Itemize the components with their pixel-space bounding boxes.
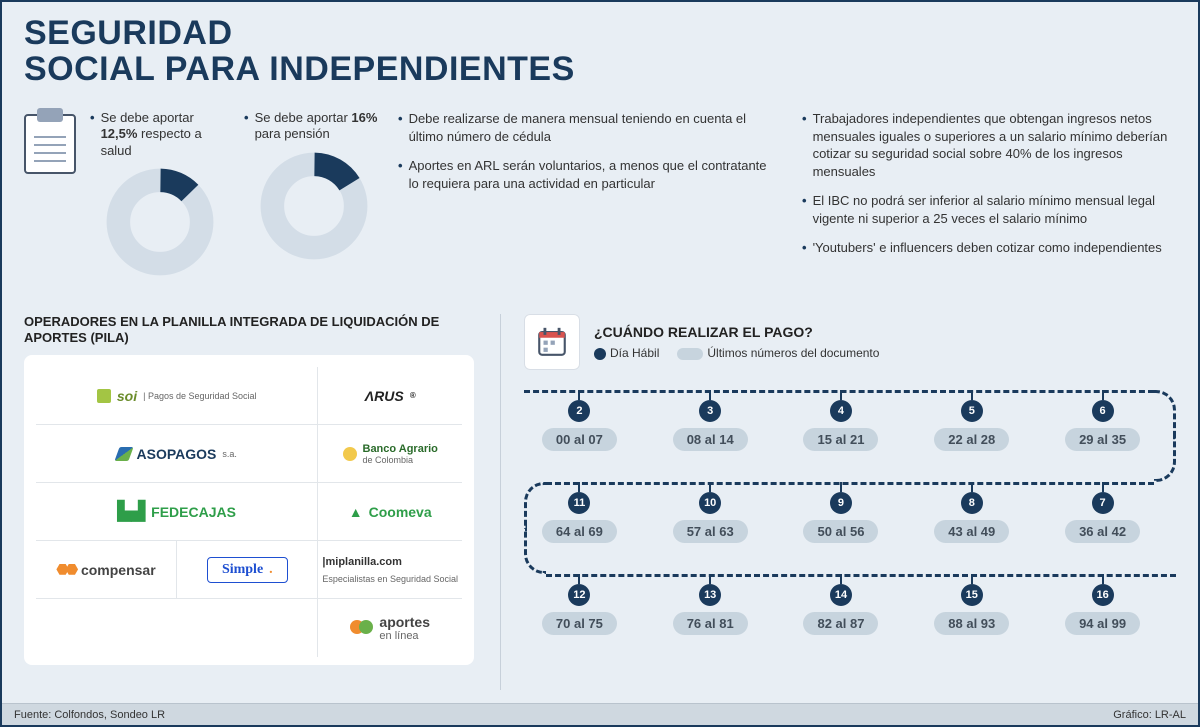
operator-logo: Banco Agrariode Colombia xyxy=(318,425,462,483)
day-circle: 9 xyxy=(830,492,852,514)
timeline-node: 4 15 al 21 xyxy=(786,400,897,470)
timeline-node: 12 70 al 75 xyxy=(524,584,635,654)
payment-panel: ¿CUÁNDO REALIZAR EL PAGO? Día Hábil Últi… xyxy=(500,314,1176,690)
range-pill: 88 al 93 xyxy=(934,612,1009,635)
operator-logo: ASOPAGOS s.a. xyxy=(36,425,318,483)
donut-chart-pension xyxy=(259,151,369,261)
donut-health: • Se debe aportar 12,5% respecto a salud xyxy=(90,110,230,290)
timeline-node: 3 08 al 14 xyxy=(655,400,766,470)
payment-legend: Día Hábil Últimos números del documento xyxy=(594,346,879,360)
bullets-right: Trabajadores independientes que obtengan… xyxy=(802,110,1176,290)
range-pill: 22 al 28 xyxy=(934,428,1009,451)
range-pill: 29 al 35 xyxy=(1065,428,1140,451)
day-circle: 14 xyxy=(830,584,852,606)
operators-title: OPERADORES EN LA PLANILLA INTEGRADA DE L… xyxy=(24,314,474,345)
timeline-node: 9 50 al 56 xyxy=(786,492,897,562)
day-circle: 3 xyxy=(699,400,721,422)
day-circle: 2 xyxy=(568,400,590,422)
range-pill: 00 al 07 xyxy=(542,428,617,451)
range-pill: 94 al 99 xyxy=(1065,612,1140,635)
operator-logo: ⬣⬣ compensar xyxy=(36,541,177,599)
range-pill: 64 al 69 xyxy=(542,520,617,543)
timeline-node: 13 76 al 81 xyxy=(655,584,766,654)
timeline-node: 14 82 al 87 xyxy=(786,584,897,654)
operator-logo xyxy=(36,599,318,657)
payment-title: ¿CUÁNDO REALIZAR EL PAGO? xyxy=(594,324,879,340)
range-pill: 08 al 14 xyxy=(673,428,748,451)
timeline-node: 7 36 al 42 xyxy=(1047,492,1158,562)
bullet-columns: Debe realizarse de manera mensual tenien… xyxy=(398,110,1176,290)
timeline-node: 8 43 al 49 xyxy=(916,492,1027,562)
timeline-node: 2 00 al 07 xyxy=(524,400,635,470)
page-title: SEGURIDAD SOCIAL PARA INDEPENDIENTES xyxy=(24,16,575,87)
operator-logo: ΛRUS® xyxy=(318,367,462,425)
operator-logo: soi| Pagos de Seguridad Social xyxy=(36,367,318,425)
operator-logo: ▙▟ FEDECAJAS xyxy=(36,483,318,541)
donut-chart-health xyxy=(105,167,215,277)
footer: Fuente: Colfondos, Sondeo LR Gráfico: LR… xyxy=(2,703,1198,725)
bullets-left: Debe realizarse de manera mensual tenien… xyxy=(398,110,772,290)
footer-credit: Gráfico: LR-AL xyxy=(1113,709,1186,721)
range-pill: 76 al 81 xyxy=(673,612,748,635)
operator-logo: Simple. xyxy=(177,541,318,599)
timeline-node: 16 94 al 99 xyxy=(1047,584,1158,654)
calendar-icon xyxy=(524,314,580,370)
day-circle: 6 xyxy=(1092,400,1114,422)
range-pill: 15 al 21 xyxy=(803,428,878,451)
timeline-node: 15 88 al 93 xyxy=(916,584,1027,654)
timeline-node: 11 64 al 69 xyxy=(524,492,635,562)
operators-panel: OPERADORES EN LA PLANILLA INTEGRADA DE L… xyxy=(24,314,474,665)
day-circle: 7 xyxy=(1092,492,1114,514)
range-pill: 82 al 87 xyxy=(803,612,878,635)
day-circle: 12 xyxy=(568,584,590,606)
footer-source: Fuente: Colfondos, Sondeo LR xyxy=(14,709,165,721)
top-info-row: • Se debe aportar 12,5% respecto a salud… xyxy=(24,110,1176,290)
range-pill: 36 al 42 xyxy=(1065,520,1140,543)
day-circle: 11 xyxy=(568,492,590,514)
clipboard-icon xyxy=(24,114,76,174)
timeline-node: 5 22 al 28 xyxy=(916,400,1027,470)
donut-pension: • Se debe aportar 16% para pensión xyxy=(244,110,384,290)
range-pill: 70 al 75 xyxy=(542,612,617,635)
timeline-node: 6 29 al 35 xyxy=(1047,400,1158,470)
timeline-node: 10 57 al 63 xyxy=(655,492,766,562)
day-circle: 10 xyxy=(699,492,721,514)
range-pill: 57 al 63 xyxy=(673,520,748,543)
range-pill: 50 al 56 xyxy=(803,520,878,543)
day-circle: 4 xyxy=(830,400,852,422)
day-circle: 5 xyxy=(961,400,983,422)
operator-logo: ▲Coomeva xyxy=(318,483,462,541)
operator-logo: aportesen línea xyxy=(318,599,462,657)
day-circle: 16 xyxy=(1092,584,1114,606)
day-circle: 13 xyxy=(699,584,721,606)
day-circle: 8 xyxy=(961,492,983,514)
payment-timeline: 2 00 al 07 3 08 al 14 4 15 al 21 5 22 al 28 6 29 … xyxy=(524,390,1176,690)
day-circle: 15 xyxy=(961,584,983,606)
range-pill: 43 al 49 xyxy=(934,520,1009,543)
operator-logo: |miplanilla.comEspecialistas en Segurida… xyxy=(318,541,462,599)
